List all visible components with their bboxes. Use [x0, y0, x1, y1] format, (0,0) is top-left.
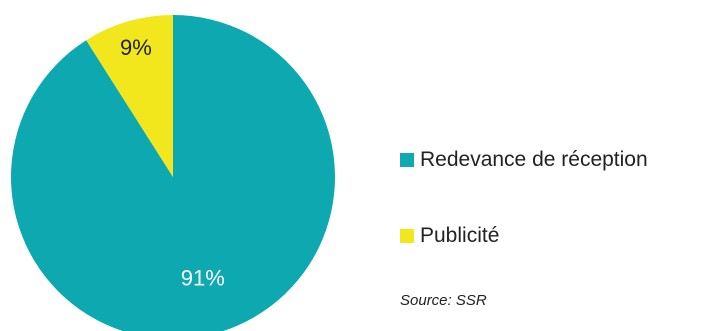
legend-item-publicite: Publicité [400, 224, 499, 248]
pie-slice-0 [11, 15, 335, 331]
legend-item-redevance: Redevance de réception [400, 148, 648, 172]
legend-swatch-publicite [400, 229, 414, 243]
pie-slice-1 [86, 15, 173, 177]
pie-data-label-1: 9% [120, 35, 152, 60]
source-note: Source: SSR [400, 292, 487, 309]
pie-data-label-0: 91% [181, 265, 225, 290]
legend-swatch-redevance [400, 153, 414, 167]
legend-label-redevance: Redevance de réception [420, 148, 648, 171]
legend-label-publicite: Publicité [420, 224, 500, 247]
